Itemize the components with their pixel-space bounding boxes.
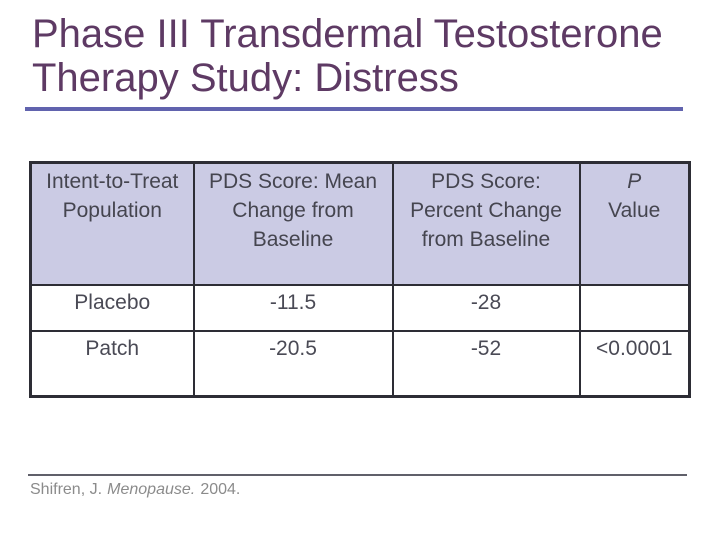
table-row-patch: Patch -20.5 -52 <0.0001 bbox=[29, 329, 691, 398]
results-table: Intent-to-Treat Population PDS Score: Me… bbox=[29, 161, 691, 398]
citation: Shifren, J. Menopause. 2004. bbox=[30, 480, 240, 500]
column-header-p-value: P Value bbox=[578, 161, 691, 286]
cell-patch-p-value: <0.0001 bbox=[578, 329, 691, 398]
cell-group-placebo: Placebo bbox=[29, 283, 195, 332]
p-value-header-word: Value bbox=[608, 199, 661, 222]
column-header-pds-mean-change: PDS Score: Mean Change from Baseline bbox=[192, 161, 394, 286]
column-header-intent-to-treat-population: Intent-to-Treat Population bbox=[29, 161, 195, 286]
title-underline-rule bbox=[25, 107, 683, 111]
citation-journal: Menopause. bbox=[107, 481, 196, 498]
column-header-pds-percent-change: PDS Score: Percent Change from Baseline bbox=[391, 161, 581, 286]
p-value-header-symbol: P bbox=[627, 170, 642, 193]
slide-title: Phase III Transdermal Testosterone Thera… bbox=[32, 12, 663, 100]
cell-patch-mean-change: -20.5 bbox=[192, 329, 394, 398]
table-row-placebo: Placebo -11.5 -28 bbox=[29, 283, 691, 332]
citation-divider-rule bbox=[28, 474, 687, 476]
cell-placebo-percent-change: -28 bbox=[391, 283, 581, 332]
table-header-row: Intent-to-Treat Population PDS Score: Me… bbox=[29, 161, 691, 286]
cell-patch-percent-change: -52 bbox=[391, 329, 581, 398]
cell-placebo-p-value bbox=[578, 283, 691, 332]
citation-year: 2004. bbox=[200, 481, 241, 498]
citation-author: Shifren, J. bbox=[30, 481, 103, 498]
cell-placebo-mean-change: -11.5 bbox=[192, 283, 394, 332]
cell-group-patch: Patch bbox=[29, 329, 195, 398]
